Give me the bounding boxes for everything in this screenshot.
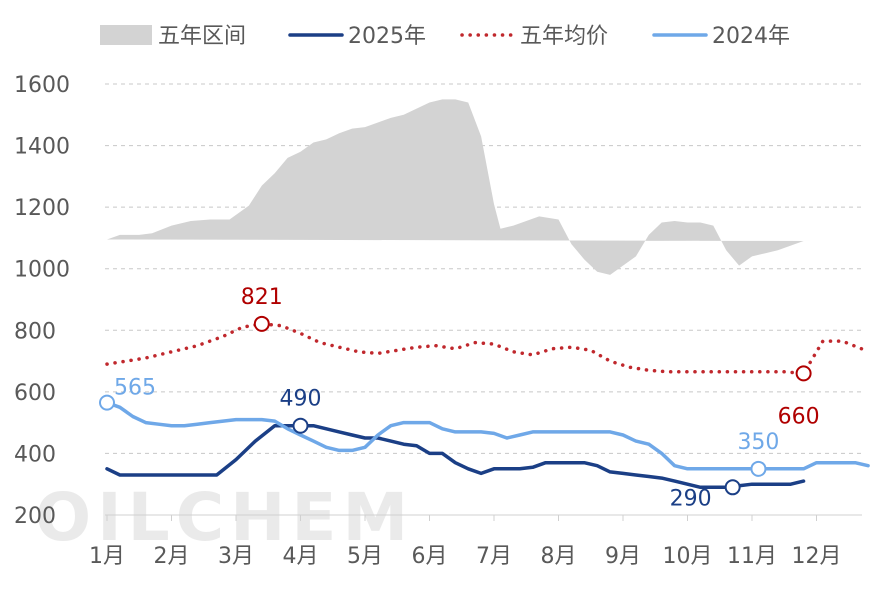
y-tick-label: 1600 [14, 73, 70, 98]
series-line-2024年 [105, 400, 870, 471]
data-marker [99, 394, 115, 411]
legend-swatch-range [100, 25, 152, 45]
y-tick-label: 1200 [14, 196, 70, 221]
legend-label: 2025年 [348, 24, 426, 49]
data-label: 660 [778, 404, 820, 429]
x-tick-label: 5月 [347, 544, 383, 569]
y-tick-label: 200 [14, 504, 56, 529]
y-tick-label: 800 [14, 319, 56, 344]
data-marker [724, 479, 741, 496]
data-label: 290 [670, 486, 712, 511]
series-line-五年均价 [105, 322, 864, 376]
y-tick-label: 1000 [14, 258, 70, 283]
x-tick-label: 3月 [218, 544, 254, 569]
x-tick-label: 2月 [154, 544, 190, 569]
legend-label: 五年均价 [520, 24, 608, 49]
series-line-2025年 [105, 423, 806, 490]
x-tick-label: 10月 [663, 544, 713, 569]
data-label: 490 [280, 387, 322, 412]
y-tick-label: 400 [14, 442, 56, 467]
data-marker [750, 460, 767, 477]
watermark-text: OILCHEM [35, 479, 414, 556]
gridlines [105, 83, 862, 454]
x-tick-label: 11月 [727, 544, 777, 569]
data-label: 565 [114, 376, 156, 401]
data-marker [795, 365, 812, 382]
x-tick-label: 1月 [89, 544, 125, 569]
data-marker [292, 417, 309, 434]
axes: 200 400 600 800 1000 1200 1400 1600 1月 2月 3月 4月 5月 6月… [14, 73, 862, 569]
x-tick-label: 8月 [541, 544, 577, 569]
range-band [107, 99, 817, 275]
x-tick-label: 9月 [605, 544, 641, 569]
y-tick-label: 600 [14, 381, 56, 406]
y-tick-label: 1400 [14, 135, 70, 160]
data-marker [253, 315, 270, 332]
legend-label: 2024年 [712, 24, 790, 49]
range-area [107, 99, 817, 275]
data-label: 821 [241, 285, 283, 310]
x-tick-label: 12月 [792, 544, 842, 569]
x-tick-label: 7月 [476, 544, 512, 569]
watermark: OILCHEM [35, 479, 414, 556]
annotations: 821 660 490 290 565 350 [99, 285, 820, 511]
data-label: 350 [737, 430, 779, 455]
x-tick-label: 6月 [412, 544, 448, 569]
legend: 五年区间 2025年 五年均价 2024年 [100, 24, 790, 49]
legend-label: 五年区间 [158, 24, 246, 49]
series-lines [105, 322, 870, 490]
x-tick-label: 4月 [283, 544, 319, 569]
